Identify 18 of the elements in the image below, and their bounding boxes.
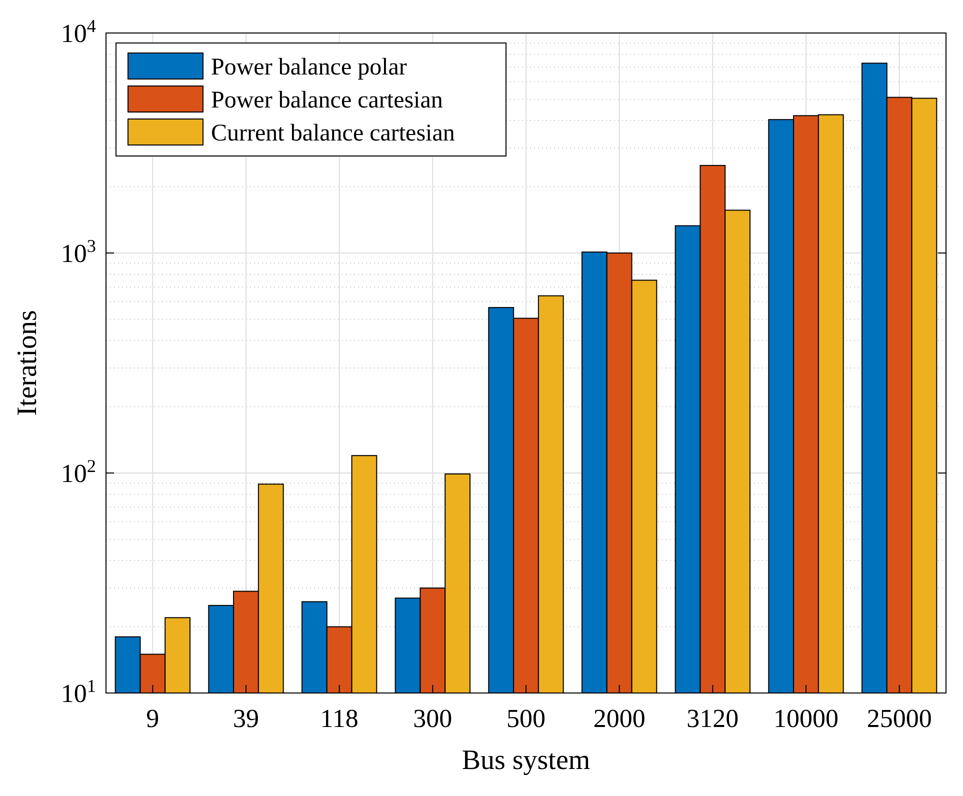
x-tick-label: 300 [413, 704, 452, 733]
x-tick-label: 9 [146, 704, 160, 733]
x-tick-label: 10000 [774, 704, 838, 733]
legend-label: Power balance polar [211, 54, 407, 80]
x-axis-title: Bus system [462, 745, 590, 776]
legend-label: Power balance cartesian [211, 87, 443, 114]
y-axis-title: Iterations [12, 310, 43, 416]
x-tick-label: 39 [233, 704, 259, 733]
y-tick-label: 10$^{1}$ [60, 676, 96, 708]
x-tick-label: 3120 [686, 704, 739, 733]
y-tick-label: 10$^{3}$ [60, 236, 96, 268]
y-tick-label: 10$^{2}$ [60, 456, 96, 488]
legend-label: Current balance cartesian [211, 120, 455, 146]
x-tick-label: 500 [506, 704, 546, 733]
x-tick-label: 118 [320, 704, 358, 733]
x-tick-label: 25000 [866, 704, 932, 733]
x-tick-label: 2000 [593, 704, 646, 733]
y-tick-label: 10$^{4}$ [60, 16, 96, 48]
